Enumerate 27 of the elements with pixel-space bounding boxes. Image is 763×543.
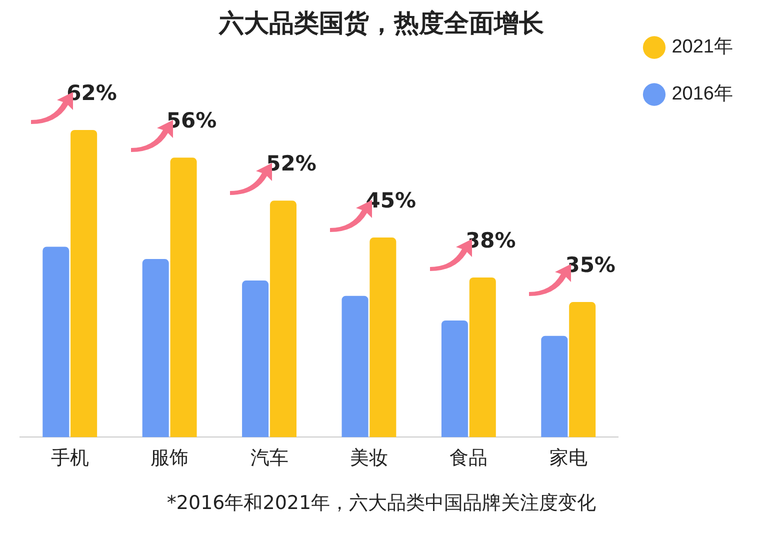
x-tick-label: 美妆 [350,446,388,469]
annotation: 38% [466,228,516,252]
text: *2016年和2021年，六大品类中国品牌关注度变化 [166,491,598,516]
bar [142,259,169,438]
x-tick-label: 服饰 [150,448,189,469]
bar [42,246,70,438]
bar [242,280,269,438]
bar [342,296,368,438]
bar [70,130,98,438]
annotation: 56% [166,108,217,133]
x-tick-label: 家电 [549,446,588,469]
bar [541,336,568,438]
x-tick-label: 汽车 [250,448,288,469]
bar [441,320,468,438]
x-tick-label: 食品 [450,448,488,469]
x-tick-label: 手机 [50,448,89,469]
bar [569,302,596,438]
bar [270,200,296,438]
annotation: 52% [266,152,316,176]
bar [469,277,496,438]
annotation: 35% [565,253,616,278]
bar [370,238,396,438]
annotation: 45% [366,188,416,213]
legend-label: 2021年 [672,36,734,58]
legend-label: 2016年 [672,84,734,105]
bar [170,158,197,438]
chart-title: 六大品类国货，热度全面增长 [218,8,544,38]
